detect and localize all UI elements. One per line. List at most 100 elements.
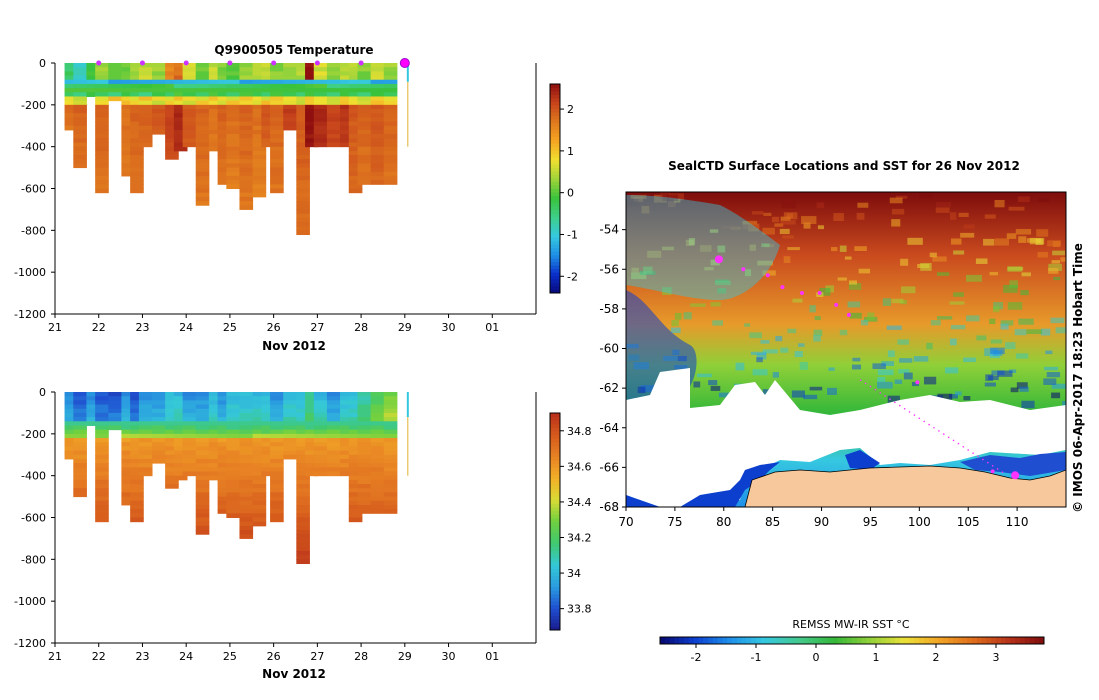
- salinity-cell: [195, 454, 210, 460]
- temperature-colorbar-swatch: [550, 233, 560, 238]
- salinity-cell: [73, 458, 87, 464]
- sst-texture-patch: [876, 381, 893, 389]
- temperature-cell: [357, 113, 372, 118]
- salinity-cell: [313, 429, 328, 435]
- temperature-cell: [296, 125, 310, 131]
- salinity-cell: [73, 412, 87, 418]
- salinity-cell: [296, 454, 310, 460]
- temperature-cell: [195, 175, 210, 181]
- salinity-cell: [64, 421, 79, 426]
- temperature-cell: [95, 121, 109, 127]
- sst-texture-patch: [887, 395, 900, 404]
- salinity-cell: [296, 463, 310, 468]
- salinity-cell: [357, 475, 372, 481]
- salinity-cell: [173, 442, 188, 447]
- sst-colorbar-swatch: [717, 637, 723, 644]
- temperature-cell: [296, 180, 310, 185]
- temperature-cell: [348, 163, 363, 169]
- temperature-cell: [130, 88, 144, 93]
- temperature-cell: [138, 125, 153, 131]
- salinity-colorbar-swatch: [550, 420, 560, 425]
- temperature-cell: [383, 180, 398, 185]
- temperature-cell: [86, 75, 101, 81]
- salinity-cell: [226, 475, 240, 481]
- temperature-cell: [313, 121, 328, 127]
- temperature-cell: [383, 96, 398, 102]
- temperature-cell: [357, 146, 372, 152]
- sst-texture-patch: [662, 246, 675, 251]
- temperature-cell: [326, 100, 341, 106]
- salinity-cell: [296, 534, 310, 539]
- temperature-cell: [305, 83, 319, 89]
- temperature-cell: [195, 192, 210, 198]
- salinity-cell: [130, 408, 144, 414]
- sst-texture-patch: [963, 357, 976, 363]
- salinity-cell: [239, 496, 254, 502]
- temperature-cell: [138, 142, 153, 148]
- seal-track-dot: [986, 461, 989, 464]
- temperature-cell: [370, 150, 385, 156]
- sst-texture-patch: [1006, 233, 1017, 239]
- sst-texture-patch: [787, 328, 797, 334]
- temperature-cell: [296, 63, 310, 68]
- salinity-cell: [296, 417, 310, 422]
- map-x-tick-label: 75: [667, 515, 682, 529]
- sst-texture-patch: [641, 206, 650, 214]
- salinity-cell: [340, 425, 354, 431]
- seal-track-dot: [942, 433, 945, 435]
- salinity-cell: [239, 517, 254, 523]
- salinity-cell: [86, 421, 101, 426]
- salinity-cell: [182, 467, 197, 472]
- sst-colorbar-swatch: [924, 637, 930, 644]
- salinity-cell: [252, 484, 267, 489]
- salinity-cell: [383, 396, 398, 401]
- salinity-cell: [239, 438, 254, 443]
- temperature-cell: [252, 134, 267, 139]
- salinity-cell: [173, 463, 188, 468]
- sst-texture-patch: [951, 238, 962, 245]
- salinity-cell: [370, 408, 385, 414]
- temperature-cell: [313, 75, 328, 81]
- salinity-cell: [165, 396, 179, 401]
- temperature-cell: [138, 79, 153, 85]
- salinity-cell: [357, 454, 372, 460]
- salinity-colorbar-swatch: [550, 615, 560, 620]
- temperature-cell: [252, 146, 267, 152]
- temperature-cell: [270, 163, 284, 169]
- sst-texture-patch: [699, 245, 712, 252]
- sst-texture-patch: [989, 272, 999, 276]
- salinity-cell: [270, 488, 284, 493]
- temperature-cell: [182, 109, 197, 114]
- temperature-cell: [348, 171, 363, 177]
- salinity-colorbar-swatch: [550, 514, 560, 519]
- temperature-cell: [173, 63, 188, 68]
- temperature-cell: [370, 117, 385, 123]
- temperature-cell: [239, 146, 254, 152]
- salinity-colorbar-swatch: [550, 557, 560, 562]
- salinity-cell: [130, 500, 144, 506]
- temperature-cell: [296, 129, 310, 135]
- salinity-cell: [208, 463, 223, 468]
- salinity-cell: [121, 429, 136, 435]
- salinity-cell: [152, 438, 166, 443]
- temperature-colorbar-swatch: [550, 268, 560, 273]
- salinity-cell: [305, 417, 319, 422]
- salinity-cell: [239, 488, 254, 493]
- salinity-cell: [173, 454, 188, 460]
- temperature-cell: [348, 88, 363, 93]
- temperature-cell: [283, 96, 297, 102]
- salinity-cell: [165, 425, 179, 431]
- temperature-cell: [252, 75, 267, 81]
- salinity-cell: [283, 412, 297, 418]
- salinity-cell: [239, 458, 254, 464]
- salinity-cell: [226, 496, 240, 502]
- map-x-tick-label: 90: [814, 515, 829, 529]
- salinity-cell: [217, 467, 232, 472]
- sst-texture-patch: [953, 292, 964, 297]
- salinity-cell: [152, 429, 166, 435]
- salinity-cell: [239, 504, 254, 510]
- temperature-cell: [195, 159, 210, 164]
- salinity-cell: [182, 450, 197, 456]
- salinity-cell: [95, 517, 109, 523]
- temperature-colorbar-swatch: [550, 132, 560, 137]
